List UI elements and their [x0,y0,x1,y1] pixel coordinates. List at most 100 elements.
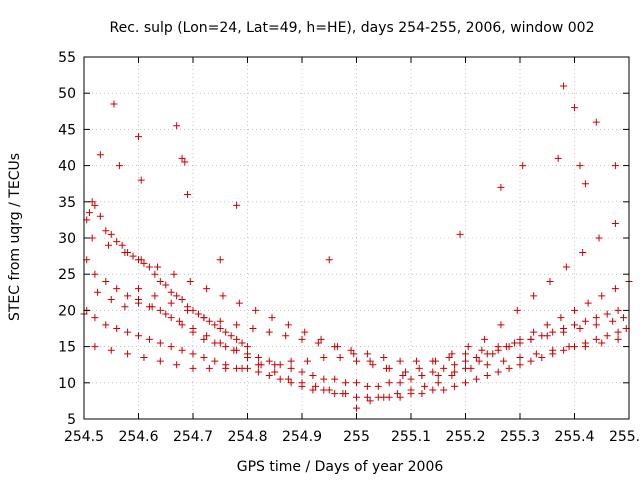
data-point [113,238,121,246]
y-tick-label: 55 [58,50,76,66]
data-point [511,339,519,347]
data-point [560,328,568,336]
data-point [363,393,371,401]
data-point [200,314,208,322]
data-point [238,364,246,372]
data-point [342,379,350,387]
data-point [284,375,292,383]
data-point [124,350,132,358]
data-point [546,277,554,285]
data-point [148,303,156,311]
data-point [562,263,570,271]
data-point [483,372,491,380]
data-point [107,230,115,238]
data-point [233,321,241,329]
data-point [502,343,510,351]
data-point [184,191,192,199]
data-point [107,346,115,354]
data-point [145,263,153,271]
data-point [581,343,589,351]
data-point [429,386,437,394]
data-point [584,299,592,307]
data-point [156,339,164,347]
data-point [140,259,148,267]
data-point [350,350,358,358]
data-point [448,372,456,380]
data-point [252,306,260,314]
data-point [407,386,415,394]
data-point [571,306,578,314]
data-point [331,375,339,383]
data-point [244,343,251,351]
data-point [353,404,360,412]
data-point [151,292,159,300]
data-point [265,328,273,336]
y-tick-label: 5 [67,412,76,428]
x-tick-label: 254.9 [282,429,322,445]
data-point [314,339,322,347]
data-point [527,335,535,343]
data-point [200,335,208,343]
data-point [317,335,325,343]
data-point [429,368,437,376]
data-point [549,346,557,354]
data-point [595,234,603,242]
data-point [557,314,565,322]
x-tick-label: 255.4 [554,429,594,445]
data-point [151,270,159,278]
data-point [145,335,153,343]
data-point [513,306,521,314]
data-point [156,306,164,314]
data-point [287,357,295,365]
data-point [137,256,145,264]
data-point [611,162,619,170]
data-point [611,285,619,293]
data-point [211,321,219,329]
data-point [516,361,524,369]
data-point [464,343,472,351]
data-point [205,364,213,372]
data-point [333,343,341,351]
data-point [440,386,448,394]
data-point [162,281,170,289]
data-point [592,335,600,343]
x-axis-label: GPS time / Days of year 2006 [237,459,444,475]
data-point [178,296,186,304]
data-point [216,339,224,347]
data-point [543,321,551,329]
x-tick-label: 254.6 [118,429,158,445]
data-point [233,201,241,209]
y-tick-label: 20 [58,303,76,319]
data-point [154,263,162,271]
data-point [254,368,262,376]
data-point [257,361,265,369]
data-point [603,332,611,340]
data-point [407,375,415,383]
data-point [475,357,483,365]
data-point [489,350,497,358]
data-point [598,292,606,300]
data-point [347,346,355,354]
x-tick-labels: 254.5 254.6 254.7 254.8 254.9 255 255.1 255.2 25… [64,429,640,445]
data-point [173,122,181,130]
data-point [614,306,622,314]
data-point [516,353,524,361]
data-point [396,357,404,365]
y-tick-label: 50 [58,86,76,102]
data-point [102,277,110,285]
data-point [385,379,393,387]
data-point [527,357,535,365]
y-tick-labels: 5 10 15 20 25 30 35 40 45 50 55 [58,50,76,428]
data-point [481,335,489,343]
data-point [203,332,211,340]
data-point [309,386,317,394]
data-point [233,335,241,343]
data-point [178,154,186,162]
data-point [184,306,192,314]
data-point [565,343,573,351]
data-point [137,176,145,184]
y-tick-label: 40 [58,159,76,175]
data-point [298,379,306,387]
data-point [402,368,410,376]
